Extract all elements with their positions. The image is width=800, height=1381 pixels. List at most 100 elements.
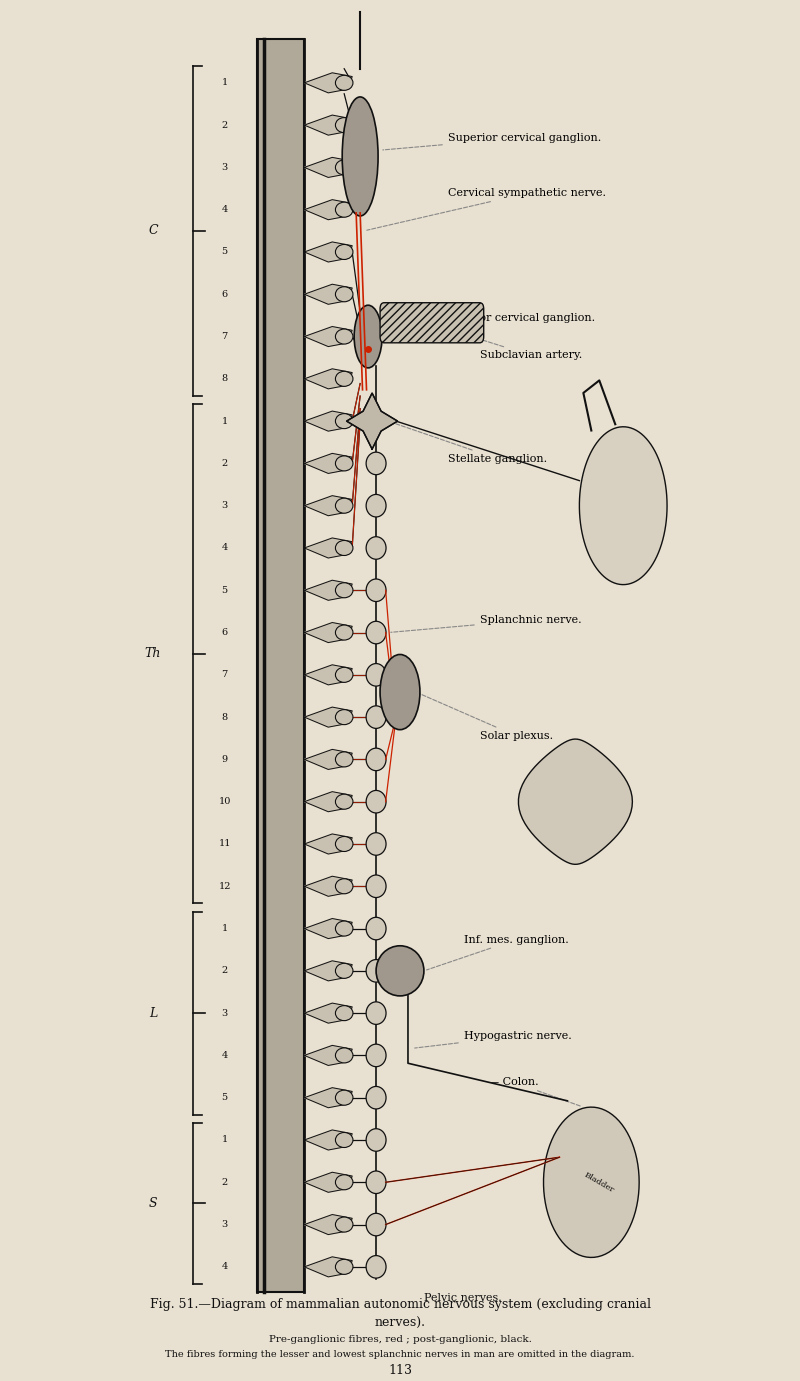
Ellipse shape [366, 1044, 386, 1066]
Text: 4: 4 [222, 1051, 228, 1059]
Polygon shape [579, 427, 667, 584]
Ellipse shape [366, 960, 386, 982]
Text: Inf. mes. ganglion.: Inf. mes. ganglion. [426, 935, 569, 969]
Polygon shape [304, 1172, 352, 1192]
Text: nerves).: nerves). [374, 1316, 426, 1330]
Text: 8: 8 [222, 374, 228, 384]
Ellipse shape [335, 964, 353, 978]
Ellipse shape [380, 655, 420, 729]
Text: Cervical sympathetic nerve.: Cervical sympathetic nerve. [367, 188, 606, 231]
Ellipse shape [335, 1217, 353, 1232]
Ellipse shape [366, 1087, 386, 1109]
Polygon shape [304, 369, 352, 389]
Text: 2: 2 [222, 458, 228, 468]
Text: 1: 1 [222, 924, 228, 934]
Text: Stellate ganglion.: Stellate ganglion. [390, 423, 547, 464]
Ellipse shape [335, 751, 353, 766]
Text: Hypogastric nerve.: Hypogastric nerve. [414, 1030, 571, 1048]
Text: 6: 6 [222, 290, 228, 298]
Text: Th: Th [145, 648, 161, 660]
Text: Superior cervical ganglion.: Superior cervical ganglion. [383, 133, 601, 151]
FancyBboxPatch shape [380, 302, 484, 342]
Ellipse shape [366, 663, 386, 686]
Ellipse shape [335, 160, 353, 175]
Ellipse shape [335, 583, 353, 598]
Text: 3: 3 [222, 163, 228, 171]
Polygon shape [304, 834, 352, 853]
Text: 5: 5 [222, 586, 228, 595]
Ellipse shape [335, 1090, 353, 1105]
Ellipse shape [335, 1048, 353, 1063]
Ellipse shape [366, 1255, 386, 1279]
Polygon shape [304, 496, 352, 515]
Ellipse shape [335, 921, 353, 936]
Ellipse shape [335, 878, 353, 894]
Ellipse shape [342, 97, 378, 215]
Text: Pelvic nerves.: Pelvic nerves. [424, 1293, 502, 1304]
Polygon shape [304, 73, 352, 93]
Polygon shape [346, 394, 398, 449]
Text: 10: 10 [218, 797, 230, 807]
Ellipse shape [366, 494, 386, 516]
Ellipse shape [335, 626, 353, 639]
Polygon shape [304, 1045, 352, 1065]
Ellipse shape [366, 1128, 386, 1152]
Text: 3: 3 [222, 1008, 228, 1018]
Polygon shape [304, 1088, 352, 1108]
Text: 2: 2 [222, 1178, 228, 1186]
Text: The fibres forming the lesser and lowest splanchnic nerves in man are omitted in: The fibres forming the lesser and lowest… [166, 1351, 634, 1359]
Ellipse shape [335, 794, 353, 809]
Polygon shape [304, 1130, 352, 1150]
Text: 4: 4 [222, 206, 228, 214]
Polygon shape [304, 200, 352, 220]
Polygon shape [304, 664, 352, 685]
Ellipse shape [366, 452, 386, 475]
Text: 2: 2 [222, 967, 228, 975]
Text: 6: 6 [222, 628, 228, 637]
Text: 11: 11 [218, 840, 231, 848]
Text: 4: 4 [222, 544, 228, 552]
Polygon shape [304, 707, 352, 728]
Text: 7: 7 [222, 670, 228, 679]
Ellipse shape [335, 413, 353, 428]
Ellipse shape [366, 749, 386, 771]
Ellipse shape [366, 833, 386, 855]
Polygon shape [304, 1257, 352, 1277]
Ellipse shape [335, 1259, 353, 1275]
Ellipse shape [366, 537, 386, 559]
Ellipse shape [335, 456, 353, 471]
Ellipse shape [366, 706, 386, 728]
Ellipse shape [366, 1214, 386, 1236]
Text: 8: 8 [222, 713, 228, 722]
Text: 1: 1 [222, 79, 228, 87]
Text: 2: 2 [222, 120, 228, 130]
Ellipse shape [366, 579, 386, 602]
Polygon shape [518, 739, 632, 865]
Text: 5: 5 [222, 247, 228, 257]
Ellipse shape [366, 917, 386, 940]
Text: 9: 9 [222, 755, 228, 764]
Text: Splanchnic nerve.: Splanchnic nerve. [391, 615, 582, 632]
Ellipse shape [366, 876, 386, 898]
Text: Pre-ganglionic fibres, red ; post-ganglionic, black.: Pre-ganglionic fibres, red ; post-gangli… [269, 1335, 531, 1344]
Text: Bladder: Bladder [583, 1171, 616, 1195]
Ellipse shape [335, 117, 353, 133]
Ellipse shape [366, 1171, 386, 1193]
Text: 3: 3 [222, 501, 228, 510]
Polygon shape [304, 1003, 352, 1023]
Text: 12: 12 [218, 882, 231, 891]
Text: Solar plexus.: Solar plexus. [418, 693, 553, 742]
Ellipse shape [335, 244, 353, 260]
Ellipse shape [366, 410, 386, 432]
Ellipse shape [335, 371, 353, 387]
Ellipse shape [366, 1001, 386, 1025]
Ellipse shape [335, 710, 353, 725]
Text: 3: 3 [222, 1219, 228, 1229]
Ellipse shape [335, 540, 353, 555]
Polygon shape [304, 623, 352, 642]
Polygon shape [543, 1108, 639, 1258]
Text: 1: 1 [222, 417, 228, 425]
Ellipse shape [335, 499, 353, 514]
Polygon shape [304, 157, 352, 177]
Text: Fig. 51.—Diagram of mammalian autonomic nervous system (excluding cranial: Fig. 51.—Diagram of mammalian autonomic … [150, 1298, 650, 1311]
